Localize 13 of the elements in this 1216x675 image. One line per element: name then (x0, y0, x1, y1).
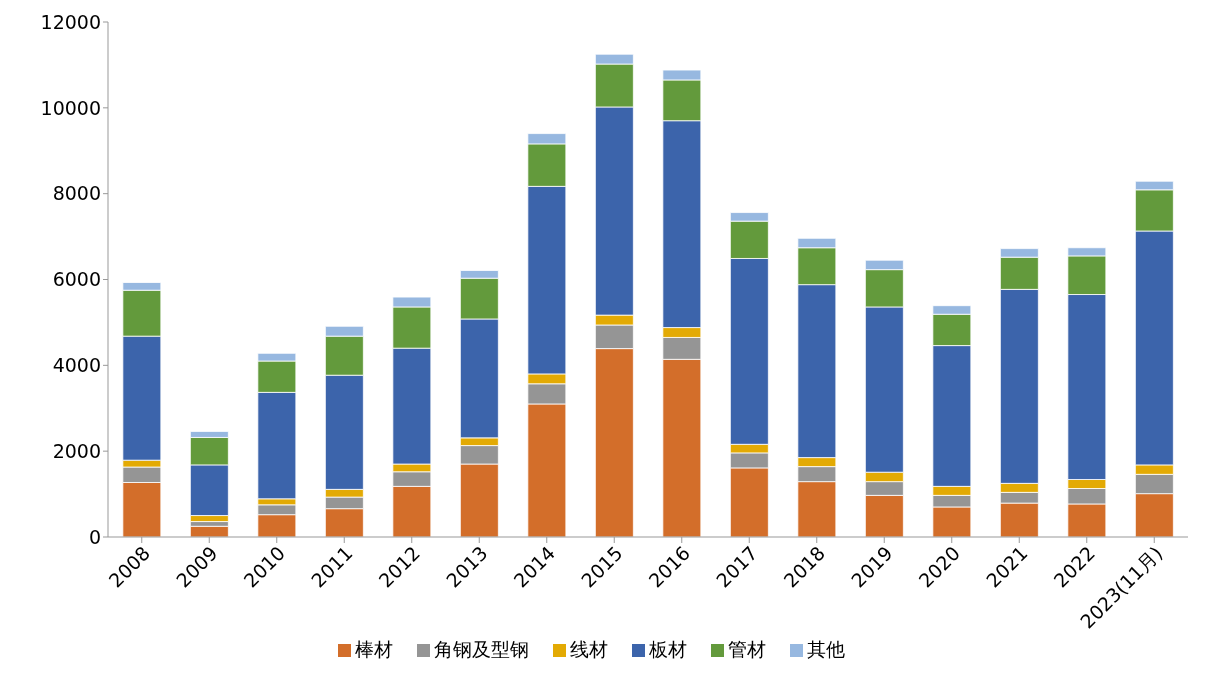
legend-label: 线材 (569, 638, 608, 660)
legend-label: 板材 (648, 638, 687, 660)
y-tick-label: 2000 (52, 439, 101, 462)
legend-label: 角钢及型钢 (433, 638, 529, 660)
y-tick-label: 4000 (52, 354, 101, 377)
legend-label: 棒材 (354, 638, 393, 660)
legend-label: 管材 (727, 638, 766, 660)
y-tick-label: 6000 (52, 268, 101, 291)
y-tick-label: 10000 (40, 96, 101, 119)
y-tick-label: 8000 (52, 182, 101, 205)
y-tick-label: 12000 (40, 10, 101, 33)
y-tick-label: 0 (88, 525, 101, 548)
legend-label: 其他 (806, 638, 845, 660)
